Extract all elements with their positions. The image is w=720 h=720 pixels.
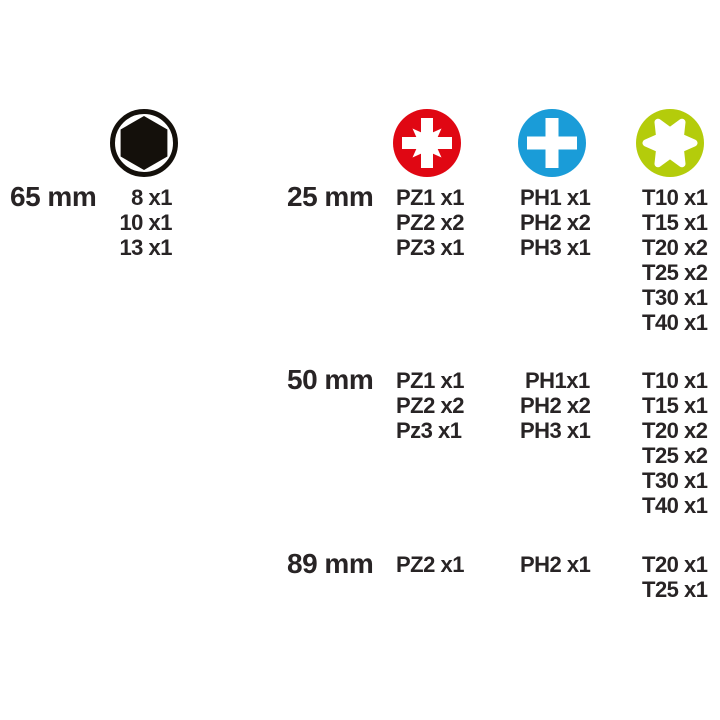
- qty-item: PH3 x1: [520, 235, 591, 260]
- qty-item: T30 x1: [642, 468, 708, 493]
- qty-item: PZ1 x1: [396, 368, 464, 393]
- phillips-glyph: [518, 109, 586, 177]
- hex-socket-glyph: [110, 109, 178, 177]
- qty-item: T15 x1: [642, 393, 708, 418]
- qty-item: PH2 x1: [520, 552, 591, 577]
- qty-item: PZ2 x1: [396, 552, 464, 577]
- qty-item: PZ2 x2: [396, 210, 464, 235]
- qty-item: 13 x1: [119, 235, 172, 260]
- qty-item: PH1 x1: [520, 185, 591, 210]
- hex-socket-icon: [110, 109, 178, 177]
- qty-item: T30 x1: [642, 285, 708, 310]
- qty-item: T25 x2: [642, 443, 708, 468]
- pozidriv-qty-column: PZ1 x1 PZ2 x2 PZ3 x1: [396, 185, 464, 260]
- torx-icon: [636, 109, 704, 177]
- qty-item: 10 x1: [119, 210, 172, 235]
- torx-glyph: [636, 109, 704, 177]
- qty-item: PZ3 x1: [396, 235, 464, 260]
- torx-qty-column: T20 x1 T25 x1: [642, 552, 708, 602]
- pozidriv-icon: [393, 109, 461, 177]
- qty-item: PH2 x2: [520, 210, 591, 235]
- qty-item: T10 x1: [642, 185, 708, 210]
- qty-item: PZ1 x1: [396, 185, 464, 210]
- phillips-qty-column: PH2 x1: [520, 552, 591, 577]
- pozidriv-glyph: [393, 109, 461, 177]
- row-89mm: 89 mm PZ2 x1 PH2 x1 T20 x1 T25 x1: [0, 550, 720, 603]
- qty-item: T25 x1: [642, 577, 708, 602]
- length-label-25mm: 25 mm: [287, 181, 374, 212]
- qty-item: 8 x1: [131, 185, 172, 210]
- phillips-qty-column: PH1x1 PH2 x2 PH3 x1: [520, 368, 591, 443]
- qty-item: PH1x1: [525, 368, 590, 393]
- row-50mm: 50 mm PZ1 x1 PZ2 x2 Pz3 x1 PH1x1 PH2 x2 …: [0, 366, 720, 519]
- qty-item: T20 x2: [642, 418, 708, 443]
- qty-item: T40 x1: [642, 493, 708, 518]
- qty-item: PZ2 x2: [396, 393, 464, 418]
- qty-item: Pz3 x1: [396, 418, 462, 443]
- qty-item: T25 x2: [642, 260, 708, 285]
- qty-item: PH2 x2: [520, 393, 591, 418]
- length-label-65mm: 65 mm: [10, 181, 97, 212]
- torx-qty-column: T10 x1 T15 x1 T20 x2 T25 x2 T30 x1 T40 x…: [642, 368, 708, 518]
- socket-qty-column: 8 x1 10 x1 13 x1: [106, 185, 172, 260]
- length-label-50mm: 50 mm: [287, 364, 374, 395]
- phillips-qty-column: PH1 x1 PH2 x2 PH3 x1: [520, 185, 591, 260]
- qty-item: T20 x2: [642, 235, 708, 260]
- pozidriv-qty-column: PZ1 x1 PZ2 x2 Pz3 x1: [396, 368, 464, 443]
- qty-item: T10 x1: [642, 368, 708, 393]
- row-65mm-25mm: 65 mm 8 x1 10 x1 13 x1 25 mm PZ1 x1 PZ2 …: [0, 183, 720, 336]
- pozidriv-qty-column: PZ2 x1: [396, 552, 464, 577]
- length-label-89mm: 89 mm: [287, 548, 374, 579]
- qty-item: PH3 x1: [520, 418, 591, 443]
- qty-item: T20 x1: [642, 552, 708, 577]
- torx-qty-column: T10 x1 T15 x1 T20 x2 T25 x2 T30 x1 T40 x…: [642, 185, 708, 335]
- qty-item: T40 x1: [642, 310, 708, 335]
- qty-item: T15 x1: [642, 210, 708, 235]
- phillips-icon: [518, 109, 586, 177]
